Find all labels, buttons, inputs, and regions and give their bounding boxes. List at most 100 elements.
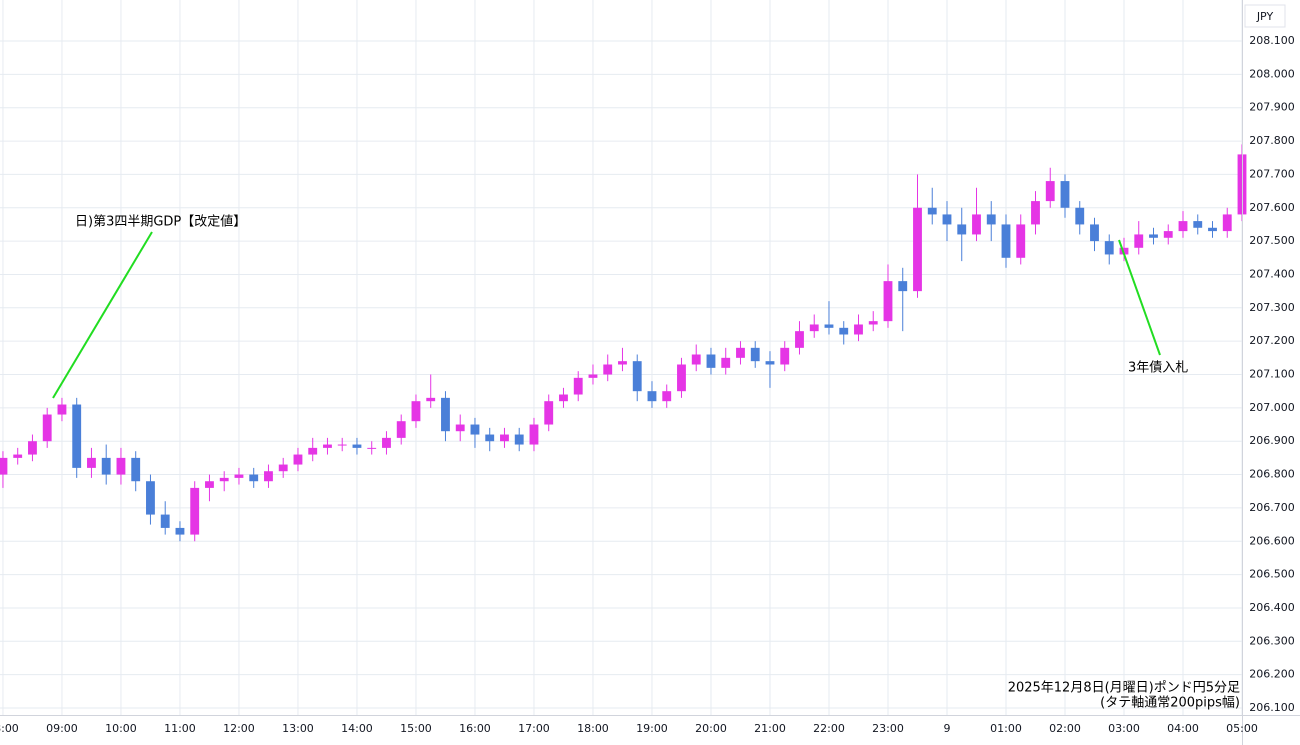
- candle-body: [1045, 181, 1055, 202]
- candle-body: [1104, 241, 1114, 255]
- candles: [0, 144, 1247, 542]
- candle-body: [146, 481, 155, 515]
- candle-body: [514, 434, 524, 445]
- y-tick-label: 207.300: [1249, 301, 1295, 314]
- annotation-pointer: [1118, 239, 1161, 356]
- candle-body: [382, 437, 391, 448]
- candle-body: [618, 361, 627, 365]
- candle-body: [1134, 234, 1144, 248]
- candle-body: [780, 347, 790, 365]
- candle-body: [691, 354, 701, 365]
- candle-body: [175, 527, 185, 535]
- y-tick-label: 207.700: [1249, 167, 1295, 180]
- candle-body: [588, 374, 598, 378]
- candle-body: [647, 391, 657, 402]
- y-tick-label: 207.500: [1249, 234, 1295, 247]
- candle-body: [190, 487, 200, 535]
- candle-body: [662, 391, 672, 402]
- candle-body: [426, 397, 436, 402]
- candle-body: [205, 481, 214, 488]
- x-tick-label: 18:00: [577, 722, 609, 735]
- candle-body: [1149, 234, 1158, 238]
- candle-body: [603, 364, 613, 375]
- x-tick-label: 08:00: [0, 722, 19, 735]
- y-tick-label: 207.200: [1249, 334, 1295, 347]
- candle-body: [1178, 221, 1188, 232]
- x-tick-label: 05:00: [1226, 722, 1258, 735]
- candle-body: [972, 214, 981, 235]
- candle-body: [809, 324, 819, 332]
- candle-body: [632, 361, 642, 392]
- x-tick-label: 11:00: [164, 722, 196, 735]
- footer-note: 2025年12月8日(月曜日)ポンド円5分足: [1008, 681, 1240, 696]
- candle-body: [28, 441, 37, 455]
- candle-body: [57, 404, 67, 415]
- y-tick-label: 206.500: [1249, 568, 1295, 581]
- candle-body: [455, 424, 465, 432]
- candle-body: [87, 457, 96, 468]
- x-tick-label: 02:00: [1049, 722, 1081, 735]
- candle-body: [721, 357, 731, 368]
- candle-body: [677, 364, 686, 392]
- candle-body: [72, 404, 82, 468]
- y-axis-label: JPY: [1256, 10, 1274, 23]
- x-tick-label: 09:00: [46, 722, 78, 735]
- y-tick-label: 206.800: [1249, 468, 1295, 481]
- x-tick-label: 19:00: [636, 722, 668, 735]
- candle-body: [264, 471, 273, 482]
- candle-body: [750, 347, 760, 362]
- y-tick-label: 208.100: [1249, 34, 1295, 47]
- y-tick-label: 207.100: [1249, 368, 1295, 381]
- candle-body: [337, 444, 347, 446]
- x-tick-label: 17:00: [518, 722, 550, 735]
- y-tick-label: 207.900: [1249, 101, 1295, 114]
- candle-body: [367, 447, 377, 449]
- y-tick-label: 207.000: [1249, 401, 1295, 414]
- candle-body: [1193, 221, 1203, 228]
- candle-body: [927, 207, 937, 215]
- y-tick-label: 207.600: [1249, 201, 1295, 214]
- y-tick-label: 206.900: [1249, 434, 1295, 447]
- candle-body: [559, 394, 568, 402]
- annotation: 日)第3四半期GDP【改定値】: [75, 214, 246, 230]
- x-tick-label: 23:00: [872, 722, 904, 735]
- candle-body: [470, 424, 480, 435]
- x-tick-label: 04:00: [1167, 722, 1199, 735]
- candle-body: [323, 444, 332, 448]
- candle-body: [986, 214, 996, 225]
- x-tick-label: 13:00: [282, 722, 314, 735]
- x-tick-label: 15:00: [400, 722, 432, 735]
- x-tick-label: 10:00: [105, 722, 137, 735]
- y-tick-label: 206.100: [1249, 701, 1295, 714]
- x-tick-label: 12:00: [223, 722, 255, 735]
- candle-body: [839, 327, 849, 335]
- candle-body: [898, 281, 908, 292]
- candle-body: [160, 514, 170, 528]
- candle-body: [1060, 181, 1070, 208]
- candle-body: [441, 397, 450, 432]
- candle-body: [824, 324, 834, 328]
- candle-body: [765, 361, 775, 365]
- y-tick-label: 207.400: [1249, 267, 1295, 280]
- candle-body: [411, 401, 421, 422]
- candle-body: [573, 377, 583, 395]
- candle-body: [1090, 224, 1099, 242]
- candle-body: [500, 434, 509, 442]
- annotation-pointer: [52, 231, 153, 399]
- x-tick-label: 14:00: [341, 722, 373, 735]
- candle-body: [1208, 227, 1217, 232]
- candle-body: [485, 434, 495, 442]
- x-tick-label: 21:00: [754, 722, 786, 735]
- candle-body: [942, 214, 952, 225]
- grid: [0, 0, 1243, 715]
- x-tick-label: 03:00: [1108, 722, 1140, 735]
- candle-body: [1163, 231, 1173, 238]
- y-tick-label: 206.700: [1249, 501, 1295, 514]
- candle-body: [957, 224, 967, 235]
- currency-box: [1244, 4, 1286, 28]
- candle-body: [234, 474, 244, 478]
- candle-body: [544, 401, 554, 425]
- candle-body: [116, 457, 126, 475]
- candle-body: [13, 454, 23, 458]
